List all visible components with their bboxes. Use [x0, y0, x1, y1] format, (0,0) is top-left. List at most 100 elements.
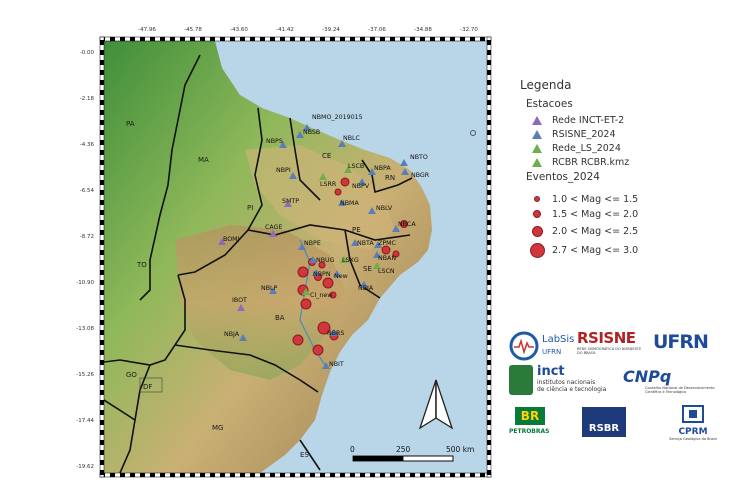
station-triangle: [368, 207, 376, 214]
lon-tick: -34.88: [414, 27, 432, 33]
legend-item: RSISNE_2024: [528, 127, 730, 141]
lat-tick: -13.08: [76, 326, 94, 332]
state-label-se: SE: [363, 265, 372, 273]
station-triangle: [400, 159, 408, 166]
legend-item-label: RCBR RCBR.kmz: [552, 156, 630, 168]
station-label: NBPV: [352, 183, 370, 190]
station-label: NBLP: [261, 285, 278, 292]
circle-icon: [533, 210, 541, 218]
state-label-ce: CE: [322, 152, 331, 160]
station-triangle: [338, 199, 346, 206]
station-label: LSRR: [320, 181, 337, 188]
station-triangle: [303, 124, 311, 131]
lat-tick: -10.90: [76, 280, 94, 286]
lat-tick: -19.62: [76, 464, 94, 470]
lat-tick: -8.72: [80, 234, 94, 240]
legend-item-label: RSISNE_2024: [552, 128, 616, 140]
station-triangle: [360, 281, 368, 288]
legend-item: 1.5 < Mag <= 2.0: [528, 206, 730, 222]
legend-title: Legenda: [520, 78, 572, 92]
station-triangle: [237, 304, 245, 311]
station-label: CAGE: [265, 224, 282, 231]
legend-item-label: 2.7 < Mag <= 3.0: [552, 244, 639, 256]
lat-tick: -2.18: [80, 96, 95, 102]
station-label: NBIA: [358, 285, 374, 292]
petrobras-br-logo: BR: [515, 407, 545, 425]
station-label: NBLC: [343, 135, 361, 142]
cnpq-logo: CNPq Conselho Nacional de Desenvolviment…: [623, 367, 715, 394]
lon-tick: -45.78: [184, 27, 202, 33]
station-label: NBCA: [398, 221, 416, 228]
station-label: NBTA: [357, 240, 374, 247]
station-label: LSCN: [378, 268, 395, 275]
station-label: NBMA: [340, 200, 359, 207]
station-label: NBRS: [327, 330, 344, 337]
legend-events-title: Eventos_2024: [526, 171, 600, 183]
state-label-ma: MA: [198, 156, 209, 164]
inct-logo: inct institutos nacionais de ciência e t…: [537, 364, 607, 394]
event-marker: [334, 188, 342, 196]
state-label-go: GO: [126, 371, 137, 379]
petrobras-label: PETROBRAS: [509, 428, 550, 435]
circle-icon: [534, 196, 540, 202]
station-label: NBLV: [376, 205, 393, 212]
station-label: NBPS: [266, 138, 283, 145]
station-triangle: [298, 243, 306, 250]
rsbr-logo: RSBR: [582, 407, 626, 437]
legend-item-label: 2.0 < Mag <= 2.5: [552, 225, 639, 237]
legend-item: 2.7 < Mag <= 3.0: [528, 240, 730, 260]
legend-item: 2.0 < Mag <= 2.5: [528, 222, 730, 240]
station-label: LSCB: [348, 163, 364, 170]
lon-tick: -39.24: [322, 27, 340, 33]
event-marker: [300, 298, 312, 310]
station-triangle: [319, 173, 327, 180]
station-triangle: [340, 256, 348, 263]
station-triangle: [289, 172, 297, 179]
legend-item-label: Rede_LS_2024: [552, 142, 621, 154]
state-label-pe: PE: [352, 226, 361, 234]
legend: Legenda Estacoes Rede INCT-ET-2 RSISNE_2…: [520, 78, 730, 260]
station-label: NBJA: [224, 331, 240, 338]
event-marker: [340, 177, 350, 187]
state-label-pi: PI: [247, 204, 253, 212]
state-label-mg: MG: [212, 424, 223, 432]
triangle-icon: [532, 143, 542, 153]
station-label: IBOT: [232, 297, 247, 304]
event-marker: [400, 220, 408, 228]
station-label: LSXG: [342, 257, 359, 264]
station-label: New: [334, 273, 348, 280]
station-label: NBMO_2019015: [312, 114, 363, 121]
lon-tick: -47.96: [138, 27, 156, 33]
station-triangle: [218, 238, 226, 245]
scale-label: 500 km: [446, 445, 474, 454]
station-label: BOMJ: [223, 236, 240, 243]
lat-tick: -0.00: [80, 50, 95, 56]
lon-tick: -37.06: [368, 27, 386, 33]
station-label: NBAN: [378, 255, 396, 262]
station-triangle: [239, 334, 247, 341]
station-triangle: [312, 269, 320, 276]
ufrn-logo: UFRN: [653, 331, 709, 353]
event-marker: [381, 245, 391, 255]
station-label: CI_new: [310, 292, 332, 299]
stations: NBMO_2019015 NBSB NBLC NBPS NBTO LSCB NB…: [218, 114, 430, 369]
circle-icon: [529, 242, 545, 258]
cprm-logo: CPRM Serviço Geológico do Brasil: [663, 405, 723, 441]
legend-item-label: Rede INCT-ET-2: [552, 114, 625, 126]
scale-label: 250: [396, 445, 411, 454]
legend-item-label: 1.0 < Mag <= 1.5: [552, 193, 639, 205]
station-triangle: [284, 200, 292, 207]
station-label: NBPA: [374, 165, 391, 172]
station-label: NBPN: [313, 271, 331, 278]
lat-tick: -17.44: [76, 418, 94, 424]
station-label: NBTO: [410, 154, 428, 161]
station-triangle: [358, 178, 366, 185]
north-arrow: [418, 379, 454, 430]
event-marker: [392, 250, 400, 258]
station-label: NBIT: [329, 361, 344, 368]
state-label-pa: PA: [126, 120, 135, 128]
station-triangle: [302, 288, 310, 295]
event-marker: [329, 291, 337, 299]
circle-icon: [531, 225, 543, 237]
station-triangle: [322, 362, 330, 369]
